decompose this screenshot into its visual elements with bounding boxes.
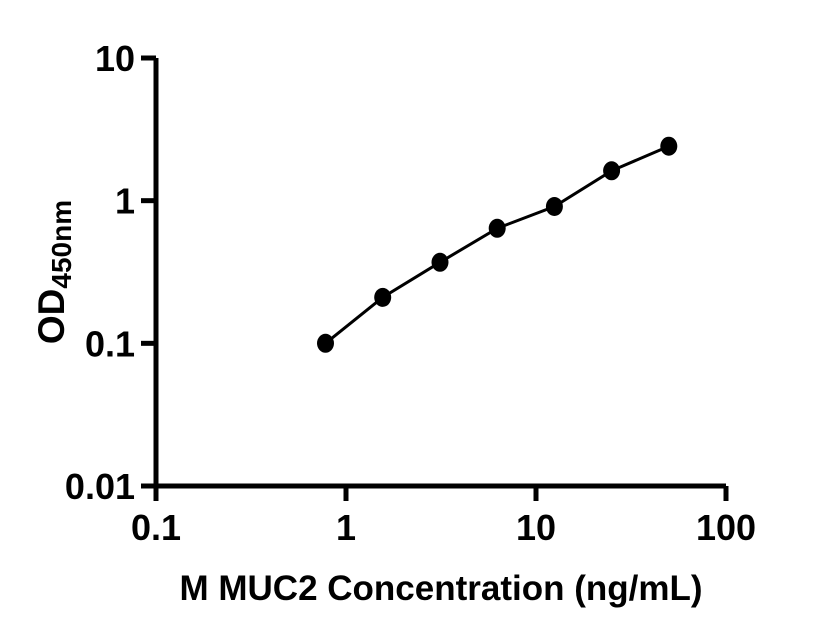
y-tick-label: 1 xyxy=(115,181,135,222)
y-ticks-group xyxy=(141,55,156,489)
y-tick-label: 10 xyxy=(95,38,135,79)
y-axis-title: OD450nm xyxy=(31,200,77,344)
x-axis-title: M MUC2 Concentration (ng/mL) xyxy=(179,569,702,608)
data-point xyxy=(545,197,563,216)
x-tick-label: 1 xyxy=(336,507,356,548)
data-point xyxy=(317,333,334,353)
x-tick-label: 0.1 xyxy=(131,507,181,548)
series-group xyxy=(317,136,678,353)
data-point xyxy=(488,218,506,238)
y-axis-title-subscript: 450nm xyxy=(46,200,77,289)
y-axis-title-main: OD xyxy=(31,289,72,345)
axes-group xyxy=(153,58,726,489)
data-point xyxy=(374,287,392,307)
y-tick-label: 0.1 xyxy=(85,323,135,364)
data-point xyxy=(603,161,621,181)
data-point xyxy=(660,136,678,156)
x-tick-label: 10 xyxy=(516,507,556,548)
x-ticks-group xyxy=(153,486,729,501)
x-tick-labels-group: 0.1 1 10 100 xyxy=(131,507,756,548)
x-tick-label: 100 xyxy=(696,507,756,548)
axis-spine xyxy=(153,58,726,489)
y-tick-labels-group: 0.01 0.1 1 10 xyxy=(65,38,135,507)
y-tick-label: 0.01 xyxy=(65,466,135,507)
data-point xyxy=(431,252,449,272)
